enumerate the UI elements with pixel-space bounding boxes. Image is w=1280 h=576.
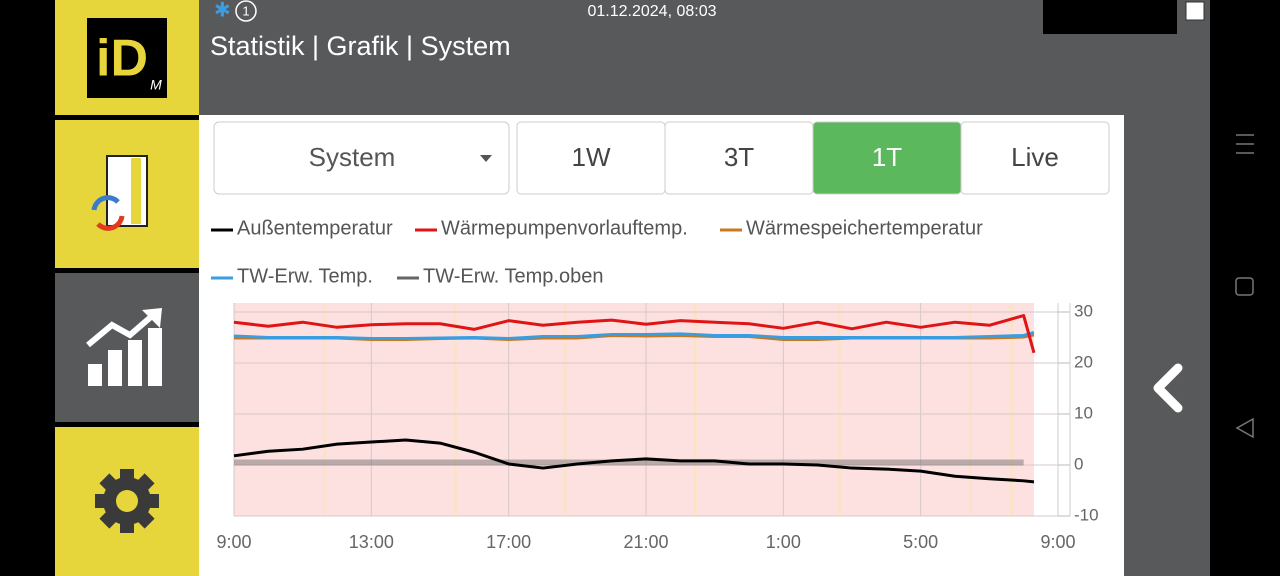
y-tick-label: -10 — [1074, 505, 1099, 524]
series-line — [233, 314, 1036, 354]
legend-label[interactable]: Außentemperatur — [237, 217, 393, 239]
legend-label[interactable]: Wärmespeichertemperatur — [746, 217, 983, 239]
period-stripe — [838, 303, 842, 516]
x-tick-label: 13:00 — [349, 532, 394, 552]
logo-sub: M — [150, 77, 162, 93]
series-line — [233, 330, 1035, 341]
x-tick-label: 21:00 — [623, 532, 668, 552]
tab-label: Live — [1011, 142, 1059, 172]
x-tick-label: 9:00 — [1040, 532, 1075, 552]
back-chevron[interactable] — [1153, 363, 1183, 413]
snow-icon: ✱ — [214, 0, 231, 21]
arrow-red — [96, 215, 125, 231]
chart: Außentemperatur Wärmepumpenvorlauftemp. Wä… — [211, 217, 1099, 552]
legend-label[interactable]: TW-Erw. Temp.oben — [423, 265, 603, 287]
nav-bar — [1235, 134, 1254, 439]
legend-label[interactable]: TW-Erw. Temp. — [237, 265, 373, 287]
gear-icon — [95, 469, 159, 533]
y-tick-label: 0 — [1074, 454, 1083, 473]
arrow-blue — [91, 195, 120, 211]
y-tick-label: 10 — [1074, 403, 1093, 422]
y-tick-label: 30 — [1074, 301, 1093, 320]
tab[interactable] — [960, 121, 1110, 195]
tab-label: 1W — [572, 142, 611, 172]
house-icon-part — [131, 158, 141, 224]
datetime: 01.12.2024, 08:03 — [587, 3, 716, 20]
badge — [235, 0, 257, 22]
badge-text: 1 — [242, 3, 249, 18]
chart-icon — [86, 308, 162, 386]
black-box — [1043, 0, 1177, 34]
x-tick-label: 9:00 — [216, 532, 251, 552]
legend-label[interactable]: Wärmepumpenvorlauftemp. — [441, 217, 688, 239]
tab-label: 3T — [724, 142, 754, 172]
logo-text: iD — [96, 30, 148, 88]
period-stripe — [1009, 303, 1013, 516]
x-tick-label: 17:00 — [486, 532, 531, 552]
dropdown[interactable] — [213, 121, 510, 195]
period-stripe — [694, 303, 698, 516]
chart-tile[interactable] — [55, 273, 199, 422]
nav-menu[interactable] — [1236, 134, 1254, 154]
nav-home[interactable] — [1235, 277, 1254, 296]
right-bar — [1124, 115, 1210, 576]
period-stripe — [968, 303, 972, 516]
y-tick-label: 20 — [1074, 352, 1093, 371]
period-stripe — [563, 303, 567, 516]
tabs: 1W 3T 1T Live — [516, 121, 1110, 195]
top-bar — [199, 0, 1210, 115]
page-title: Statistik | Grafik | System — [210, 31, 511, 61]
window-icon[interactable] — [1185, 1, 1205, 21]
period-stripe — [453, 303, 457, 516]
dropdown-text: System — [309, 142, 396, 172]
tab-label: 1T — [872, 142, 902, 172]
x-tick-label: 5:00 — [903, 532, 938, 552]
period-stripe — [323, 303, 327, 516]
dropdown-arrow — [480, 155, 492, 162]
x-tick-label: 1:00 — [766, 532, 801, 552]
logo-box — [87, 18, 167, 98]
series-line — [233, 438, 1035, 484]
nav-back[interactable] — [1235, 417, 1254, 439]
